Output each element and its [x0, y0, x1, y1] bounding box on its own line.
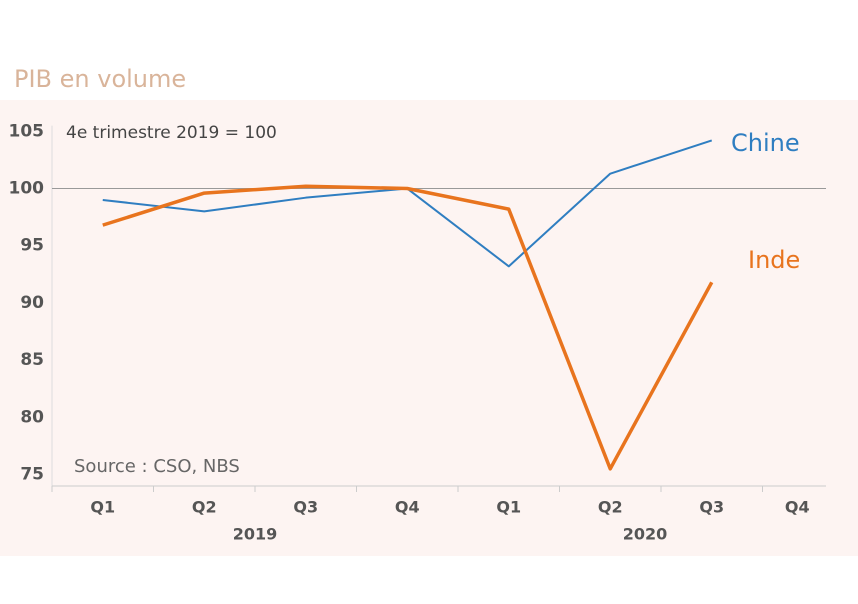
y-tick-label: 95 — [20, 236, 44, 256]
y-tick-label: 105 — [9, 121, 45, 141]
annotation: 4e trimestre 2019 = 100 — [66, 123, 277, 143]
y-tick-label: 75 — [20, 465, 44, 485]
x-tick-label: Q1 — [90, 498, 115, 517]
chart-title: PIB en volume — [14, 65, 186, 93]
x-tick-label: Q4 — [395, 498, 420, 517]
x-tick-label: Q4 — [785, 498, 810, 517]
series-label: Chine — [731, 129, 800, 157]
x-tick-label: Q1 — [496, 498, 521, 517]
series-label: Inde — [748, 246, 800, 274]
line-series — [102, 184, 714, 471]
x-tick-label: Q2 — [192, 498, 217, 517]
x-tick-label: Q2 — [598, 498, 623, 517]
annotation: Source : CSO, NBS — [74, 456, 240, 477]
x-group-label: 2019 — [233, 525, 278, 544]
y-tick-label: 100 — [9, 179, 45, 199]
panel — [0, 100, 858, 556]
x-group-label: 2020 — [623, 525, 668, 544]
x-tick-label: Q3 — [699, 498, 724, 517]
x-tick-label: Q3 — [293, 498, 318, 517]
y-tick-label: 90 — [20, 293, 44, 313]
y-tick-label: 85 — [20, 350, 44, 370]
y-tick-label: 80 — [20, 407, 44, 427]
